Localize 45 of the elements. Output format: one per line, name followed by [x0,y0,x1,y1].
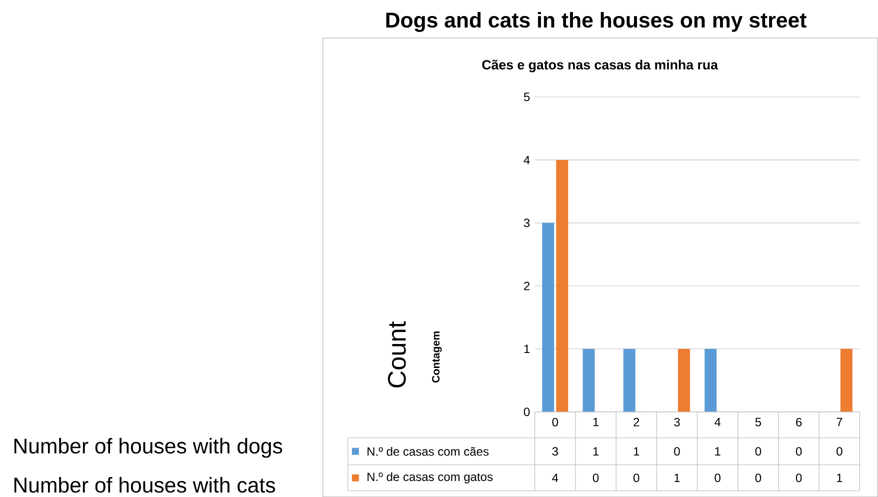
chart-title: Dogs and cats in the houses on my street [386,12,806,32]
y-tick-label: 0 [524,408,530,416]
data-label: 1 [674,474,680,482]
bar [840,348,852,412]
x-tick-label: 0 [552,418,558,426]
data-label: 0 [796,474,802,482]
data-label: 0 [674,447,680,456]
bar [582,348,595,412]
data-label: 1 [593,447,599,456]
data-label: 0 [592,474,599,482]
data-label: 0 [836,447,842,456]
text: Number of houses with dogs [14,438,282,458]
data-label: 0 [755,474,762,482]
legend-label: N.º de casas com cães [368,446,489,456]
bar [542,222,554,412]
y-tick-label: 3 [524,218,530,228]
x-tick-label: 7 [836,418,842,426]
text: Number of houses with cats [14,476,276,493]
y-tick-label: 2 [524,282,530,290]
y-tick-label: 4 [524,156,530,164]
data-label: 0 [796,447,802,456]
legend-label: N.º de casas com gatos [368,472,493,484]
bar [556,160,568,412]
data-label: 1 [715,447,720,456]
data-label: 0 [633,474,640,482]
bar [704,348,717,412]
text: Contagem [432,331,442,382]
bar [623,348,636,412]
data-label: 0 [714,474,720,482]
x-tick-label: 3 [674,418,680,426]
x-tick-label: 5 [755,418,762,426]
data-label: 1 [634,447,640,456]
y-tick-label: 1 [524,344,530,353]
chart-subtitle: Cães e gatos nas casas da minha rua [482,60,718,72]
text: Count [388,321,406,388]
data-label: 3 [552,447,558,456]
x-tick-label: 1 [593,418,599,426]
x-tick-label: 4 [714,418,721,426]
x-tick-label: 2 [634,418,640,426]
data-label: 1 [837,474,842,482]
data-label: 0 [755,447,762,456]
data-label: 4 [552,474,558,482]
bar [678,348,690,412]
y-tick-label: 5 [524,92,530,102]
x-tick-label: 6 [796,418,802,426]
